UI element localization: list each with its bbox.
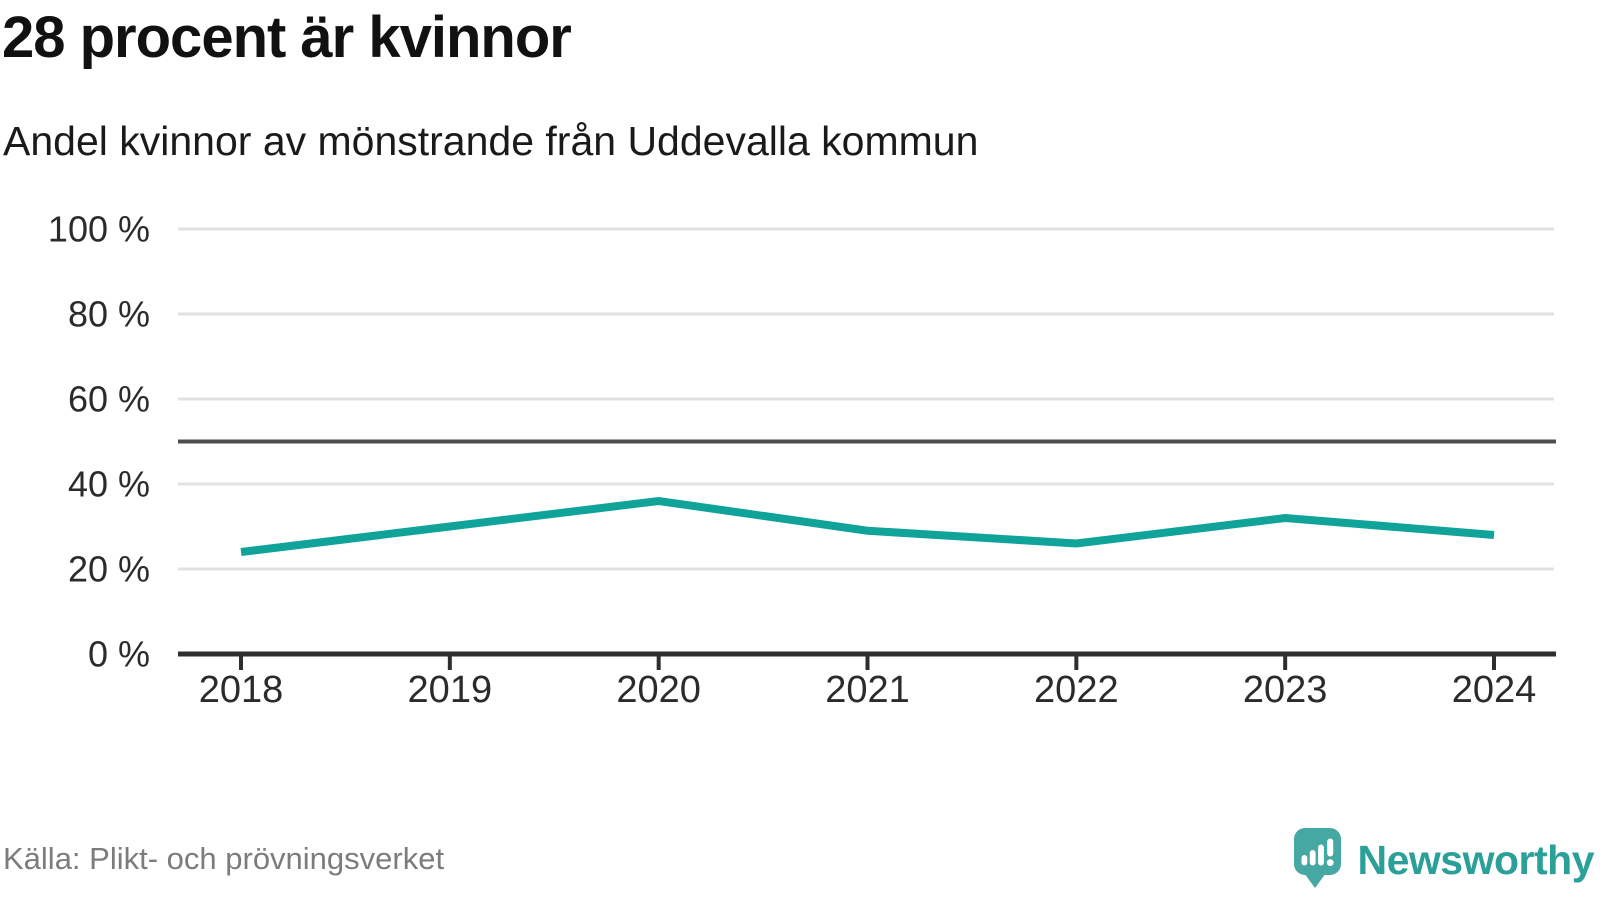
x-axis-tick-label: 2022 [1034, 669, 1119, 711]
x-axis-tick-label: 2024 [1452, 669, 1537, 711]
chart-subtitle: Andel kvinnor av mönstrande från Uddeval… [3, 118, 979, 164]
y-axis-tick-label: 80 % [68, 294, 150, 335]
page-title: 28 procent är kvinnor [2, 5, 572, 70]
x-axis-tick-label: 2018 [199, 669, 284, 711]
data-line-andel-kvinnor [240, 496, 1495, 556]
x-axis-tick-label: 2019 [408, 669, 493, 711]
x-axis-tick-label: 2021 [825, 669, 910, 711]
x-axis-tick-label: 2023 [1243, 669, 1328, 711]
y-axis-tick-label: 100 % [48, 209, 150, 250]
y-axis-tick-label: 60 % [68, 379, 150, 420]
y-axis-tick-label: 0 % [88, 634, 150, 675]
y-axis-tick-label: 20 % [68, 549, 150, 590]
brand-footer: Newsworthy [1292, 826, 1595, 895]
brand-name: Newsworthy [1357, 837, 1595, 883]
newsworthy-logo-icon [1292, 826, 1344, 895]
x-axis-tick-label: 2020 [616, 669, 701, 711]
source-note: Källa: Plikt- och prövningsverket [3, 841, 445, 876]
y-axis-tick-label: 40 % [68, 464, 150, 505]
